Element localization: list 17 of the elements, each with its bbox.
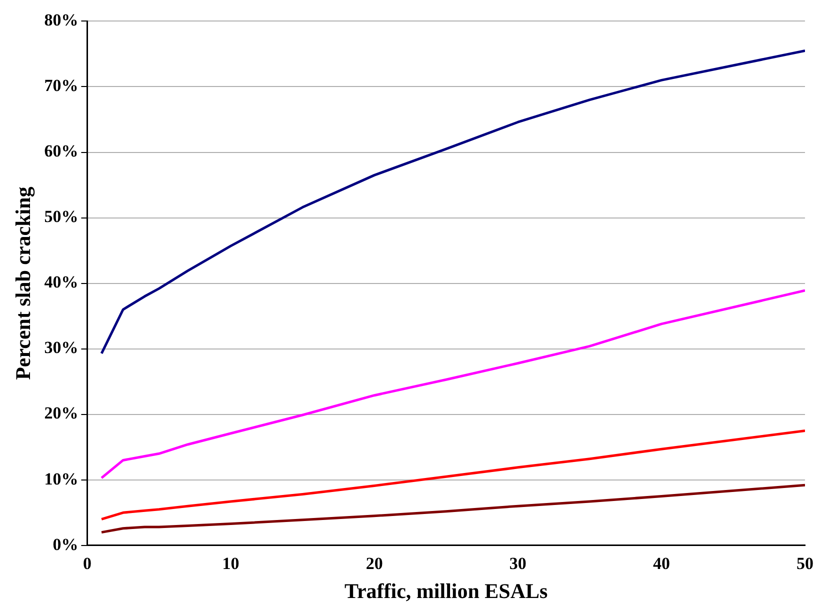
y-tick-label: 10%	[44, 469, 78, 488]
y-tick-label: 70%	[44, 76, 78, 96]
x-tick-label: 50	[796, 554, 814, 573]
x-tick-label: 30	[509, 554, 526, 573]
y-tick-label: 50%	[44, 207, 78, 226]
y-tick-label: 30%	[44, 338, 78, 358]
x-tick-label: 20	[366, 554, 383, 573]
x-tick-label: 10	[222, 554, 240, 573]
x-tick-label: 40	[652, 554, 670, 573]
y-tick-label: 20%	[44, 404, 78, 423]
y-tick-label: 60%	[44, 142, 78, 161]
x-axis-title: Traffic, million ESALs	[344, 578, 548, 603]
y-tick-label: 0%	[52, 534, 78, 554]
y-tick-label: 80%	[44, 10, 78, 30]
x-tick-label: 0	[82, 554, 92, 573]
y-tick-label: 40%	[44, 272, 78, 292]
y-axis-title: Percent slab cracking	[11, 186, 36, 380]
